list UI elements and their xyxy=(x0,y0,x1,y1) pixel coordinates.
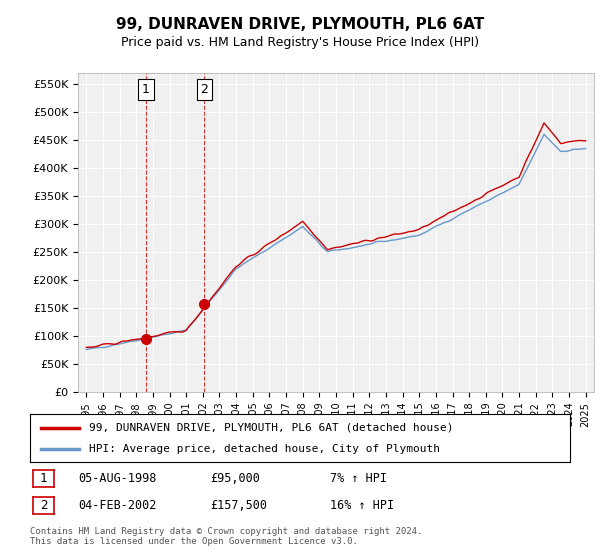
Text: 7% ↑ HPI: 7% ↑ HPI xyxy=(330,472,387,486)
Text: HPI: Average price, detached house, City of Plymouth: HPI: Average price, detached house, City… xyxy=(89,444,440,454)
Text: 1: 1 xyxy=(40,472,47,486)
Text: £95,000: £95,000 xyxy=(210,472,260,486)
Text: 2: 2 xyxy=(200,83,208,96)
Text: Price paid vs. HM Land Registry's House Price Index (HPI): Price paid vs. HM Land Registry's House … xyxy=(121,36,479,49)
Text: £157,500: £157,500 xyxy=(210,499,267,512)
Text: 05-AUG-1998: 05-AUG-1998 xyxy=(78,472,157,486)
Text: 2: 2 xyxy=(40,499,47,512)
Text: 99, DUNRAVEN DRIVE, PLYMOUTH, PL6 6AT (detached house): 99, DUNRAVEN DRIVE, PLYMOUTH, PL6 6AT (d… xyxy=(89,423,454,433)
Text: Contains HM Land Registry data © Crown copyright and database right 2024.
This d: Contains HM Land Registry data © Crown c… xyxy=(30,526,422,546)
Text: 1: 1 xyxy=(142,83,150,96)
Text: 99, DUNRAVEN DRIVE, PLYMOUTH, PL6 6AT: 99, DUNRAVEN DRIVE, PLYMOUTH, PL6 6AT xyxy=(116,17,484,32)
Text: 16% ↑ HPI: 16% ↑ HPI xyxy=(330,499,394,512)
Text: 04-FEB-2002: 04-FEB-2002 xyxy=(78,499,157,512)
